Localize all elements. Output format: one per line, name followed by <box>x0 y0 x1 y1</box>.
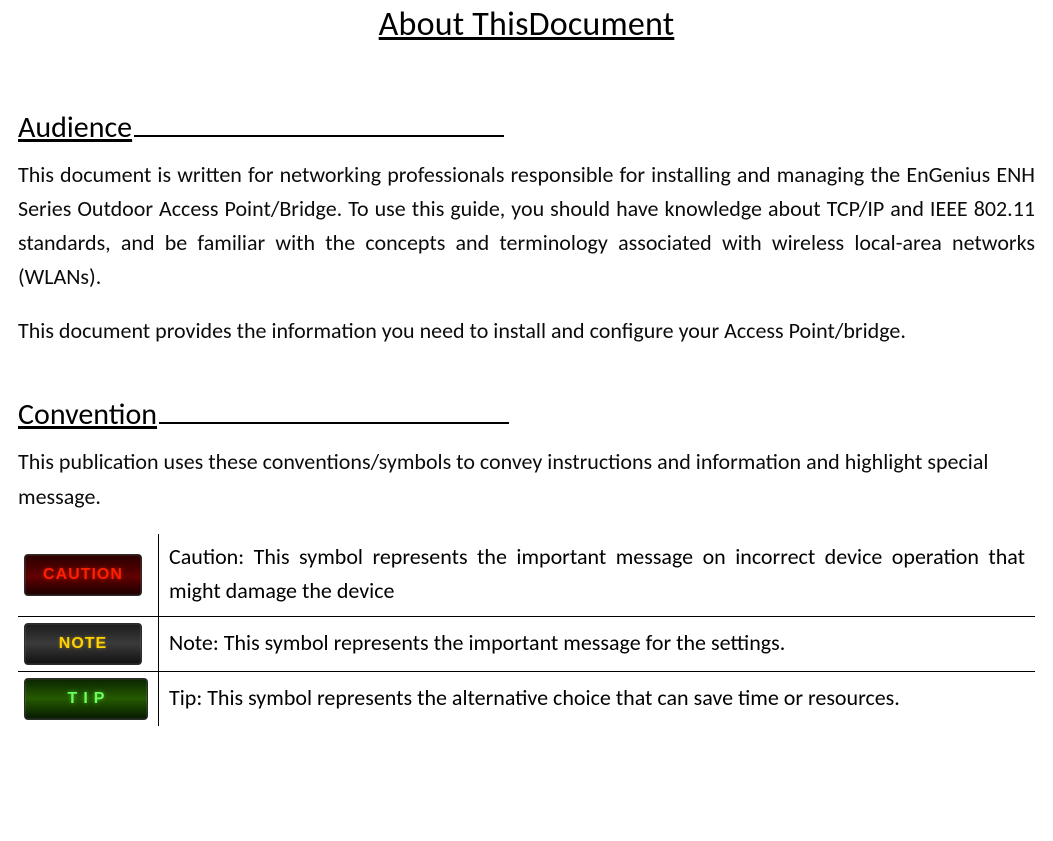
heading-convention-rule <box>159 407 509 424</box>
symbol-desc-note: Note: This symbol represents the importa… <box>159 616 1036 671</box>
caution-icon: CAUTION <box>24 554 142 596</box>
symbol-desc-tip: Tip: This symbol represents the alternat… <box>159 671 1036 726</box>
heading-convention-text: Convention <box>18 396 157 433</box>
heading-audience-rule <box>134 120 504 137</box>
note-icon: NOTE <box>24 623 142 665</box>
document-page: About ThisDocument Audience This documen… <box>0 4 1053 746</box>
heading-convention: Convention <box>18 396 1035 433</box>
page-title: About ThisDocument <box>18 4 1035 45</box>
section-spacer <box>18 368 1035 396</box>
symbols-table: CAUTION Caution: This symbol represents … <box>18 534 1035 726</box>
tip-icon: TIP <box>24 678 148 720</box>
symbol-cell-note: NOTE <box>18 616 159 671</box>
table-row: TIP Tip: This symbol represents the alte… <box>18 671 1035 726</box>
heading-audience: Audience <box>18 109 1035 146</box>
symbol-cell-tip: TIP <box>18 671 159 726</box>
audience-paragraph-2: This document provides the information y… <box>18 314 1035 348</box>
symbol-desc-caution: Caution: This symbol represents the impo… <box>159 534 1036 617</box>
heading-audience-text: Audience <box>18 109 132 146</box>
convention-intro: This publication uses these conventions/… <box>18 445 1035 513</box>
audience-paragraph-1: This document is written for networking … <box>18 158 1035 294</box>
table-row: CAUTION Caution: This symbol represents … <box>18 534 1035 617</box>
symbol-cell-caution: CAUTION <box>18 534 159 617</box>
table-row: NOTE Note: This symbol represents the im… <box>18 616 1035 671</box>
